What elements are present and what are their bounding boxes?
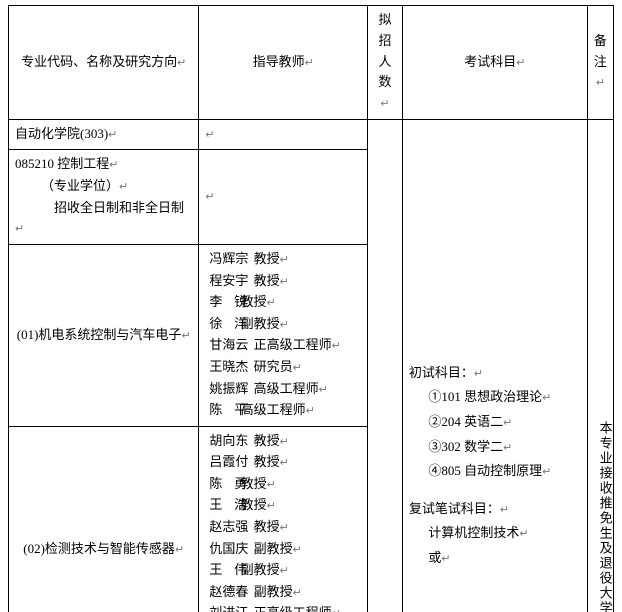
subject-cell: 初试科目：↵①101 思想政治理论↵ ②204 英语二↵ ③302 数学二↵④805… — [402, 119, 587, 612]
subject-line: 初试科目：↵ — [409, 363, 581, 385]
advisor-line: 胡向东教授↵ — [209, 431, 361, 453]
program-table: 专业代码、名称及研究方向↵ 指导教师↵ 拟招人数↵ 考试科目↵ 备注↵ 自动化学… — [8, 5, 614, 612]
enroll-cell: 90↵ — [368, 119, 403, 612]
empty-cell: ↵ — [199, 150, 368, 245]
advisor-line: 赵德春副教授↵ — [209, 582, 361, 604]
subject-line: 复试笔试科目：↵ — [409, 499, 581, 521]
advisor-line: 仇国庆副教授↵ — [209, 539, 361, 561]
school-row: 自动化学院(303)↵ ↵ 90↵ 初试科目：↵①101 思想政治理论↵②204… — [9, 119, 614, 150]
advisor-line: 陈勇教授↵ — [209, 474, 361, 496]
subject-line: ③302 数学二↵ — [409, 437, 581, 459]
header-row: 专业代码、名称及研究方向↵ 指导教师↵ 拟招人数↵ 考试科目↵ 备注↵ — [9, 6, 614, 120]
advisor-line: 甘海云正高级工程师↵ — [209, 335, 361, 357]
advisor-line: 陈平高级工程师↵ — [209, 400, 361, 422]
advisor-line: 刘进江正高级工程师↵ — [209, 603, 361, 612]
header-subject: 考试科目↵ — [402, 6, 587, 120]
advisor-line: 王晓杰研究员↵ — [209, 357, 361, 379]
advisor-line: 王伟副教授↵ — [209, 560, 361, 582]
header-remark: 备注↵ — [587, 6, 613, 120]
subject-line: ②204 英语二↵ — [409, 412, 581, 434]
program-cell: 085210 控制工程↵ （专业学位）↵ 招收全日制和非全日制↵ — [9, 150, 199, 245]
advisor-line: 徐洋副教授↵ — [209, 314, 361, 336]
header-enroll: 拟招人数↵ — [368, 6, 403, 120]
advisor-line: 姚振辉高级工程师↵ — [209, 379, 361, 401]
advisor-cell-1: 冯辉宗教授↵程安宇教授↵李锐教授↵徐洋副教授↵甘海云正高级工程师↵王晓杰研究员↵… — [199, 244, 368, 426]
advisor-cell-2: 胡向东教授↵吕霞付教授↵陈勇教授↵王浩教授↵赵志强教授↵仇国庆副教授↵王伟副教授… — [199, 426, 368, 612]
header-advisor: 指导教师↵ — [199, 6, 368, 120]
advisor-line: 冯辉宗教授↵ — [209, 249, 361, 271]
direction-label-2: (02)检测技术与智能传感器↵ — [9, 426, 199, 612]
empty-cell: ↵ — [199, 119, 368, 150]
school-cell: 自动化学院(303)↵ — [9, 119, 199, 150]
remark-cell: 本专业接收推免生及退役大学生士兵 — [587, 119, 613, 612]
advisor-line: 赵志强教授↵ — [209, 517, 361, 539]
header-major: 专业代码、名称及研究方向↵ — [9, 6, 199, 120]
subject-line: 计算机控制技术↵ — [409, 523, 581, 545]
subject-line: ①101 思想政治理论↵ — [409, 387, 581, 409]
advisor-line: 吕霞付教授↵ — [209, 452, 361, 474]
subject-line: 或↵ — [409, 548, 581, 570]
subject-line: ④805 自动控制原理↵ — [409, 461, 581, 483]
advisor-line: 李锐教授↵ — [209, 292, 361, 314]
advisor-line: 程安宇教授↵ — [209, 271, 361, 293]
advisor-line: 王浩教授↵ — [209, 495, 361, 517]
direction-label-1: (01)机电系统控制与汽车电子↵ — [9, 244, 199, 426]
